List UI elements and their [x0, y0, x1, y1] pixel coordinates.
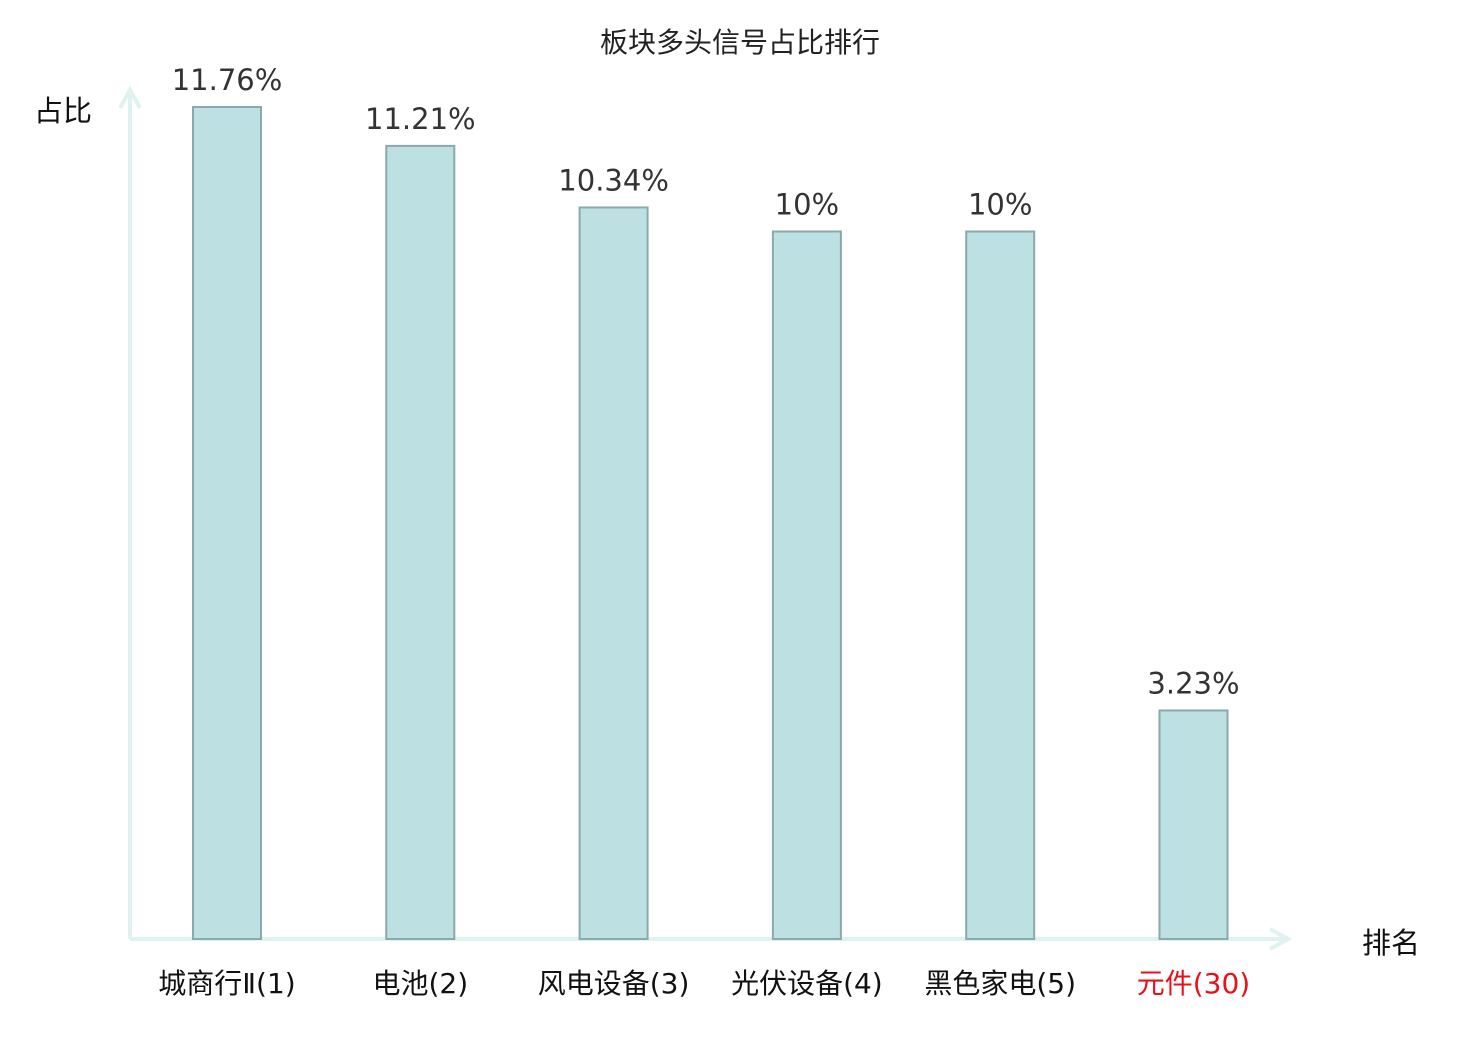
data-label: 10%	[775, 188, 839, 222]
axes	[118, 85, 1293, 951]
x-tick-label: 黑色家电(5)	[924, 967, 1076, 1000]
chart-title: 板块多头信号占比排行	[600, 26, 880, 59]
x-tick-label: 城商行Ⅱ(1)	[158, 967, 295, 1000]
y-axis-arrow-icon	[118, 85, 142, 109]
data-label: 11.21%	[365, 102, 476, 136]
x-tick-label: 电池(2)	[372, 967, 468, 1000]
x-tick-label: 风电设备(3)	[538, 967, 690, 1000]
bar	[1158, 709, 1229, 940]
data-label: 11.76%	[172, 63, 283, 97]
bar	[965, 230, 1036, 940]
labels: 11.76% 城商行Ⅱ(1) 11.21% 电池(2) 10.34% 风电设备(3) 10%…	[158, 63, 1250, 1000]
x-tick-label: 光伏设备(4)	[731, 967, 883, 1000]
y-axis-label: 占比	[34, 94, 92, 128]
bar	[192, 105, 262, 941]
bar	[578, 206, 649, 940]
x-tick-label: 元件(30)	[1137, 967, 1250, 1000]
bar	[771, 230, 842, 940]
bar	[385, 144, 456, 940]
x-axis-arrow-icon	[1269, 927, 1293, 951]
x-axis-label: 排名	[1362, 926, 1420, 960]
data-label: 3.23%	[1147, 666, 1239, 700]
data-label: 10%	[968, 188, 1032, 222]
bars	[192, 105, 1229, 941]
data-label: 10.34%	[558, 163, 669, 197]
